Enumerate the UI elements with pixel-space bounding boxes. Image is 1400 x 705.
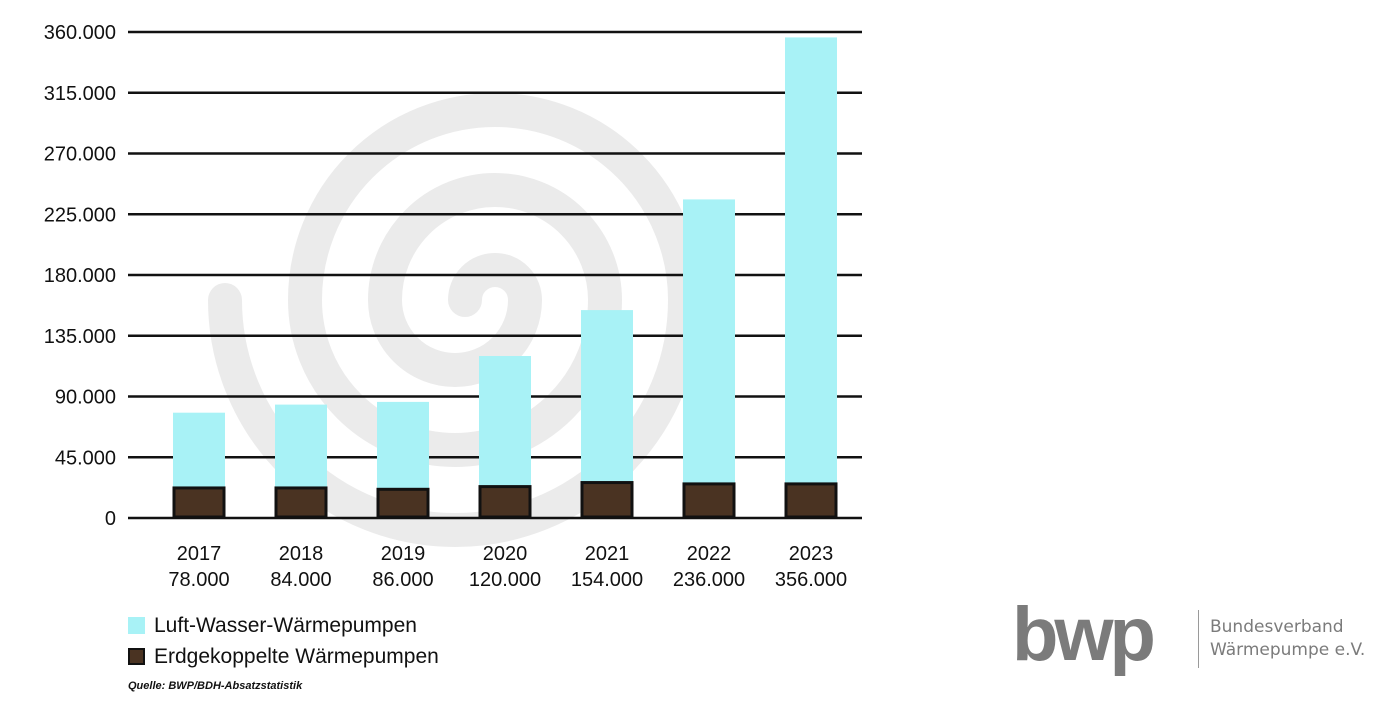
legend-item-ground: Erdgekoppelte Wärmepumpen xyxy=(128,641,439,672)
legend-swatch-air xyxy=(128,617,145,634)
grid-lines xyxy=(128,30,862,520)
bar-ground-2017 xyxy=(172,486,226,519)
x-tick-label-total: 154.000 xyxy=(571,569,643,591)
x-tick-label-year: 2019 xyxy=(381,543,426,565)
bar-ground-2019 xyxy=(376,487,430,519)
x-tick-label-year: 2017 xyxy=(177,543,222,565)
chart: 0 45.000 90.000 135.000 180.000 225.000 270.00… xyxy=(44,22,862,591)
x-tick-label-year: 2020 xyxy=(483,543,528,565)
logo-org-line2: Wärmepumpe e.V. xyxy=(1210,640,1366,660)
bar-air-2022 xyxy=(683,199,735,483)
legend-item-air: Luft-Wasser-Wärmepumpen xyxy=(128,610,439,641)
bar-ground-2021 xyxy=(580,481,634,519)
y-tick-label: 180.000 xyxy=(44,265,116,287)
x-tick-labels: 2017 78.000 2018 84.000 2019 86.000 2020 120.00… xyxy=(168,543,847,591)
legend: Luft-Wasser-Wärmepumpen Erdgekoppelte Wä… xyxy=(128,610,439,672)
legend-swatch-ground xyxy=(128,648,145,665)
x-tick-label-total: 84.000 xyxy=(270,569,331,591)
x-tick-label-year: 2018 xyxy=(279,543,324,565)
bar-air-2020 xyxy=(479,356,531,486)
bar-ground-2020 xyxy=(478,485,532,519)
bar-air-2021 xyxy=(581,310,633,482)
source-note: Quelle: BWP/BDH-Absatzstatistik xyxy=(128,680,303,692)
y-tick-labels: 0 45.000 90.000 135.000 180.000 225.000 270.00… xyxy=(44,22,116,530)
bar-ground-2023 xyxy=(784,482,838,519)
bar-ground-2018 xyxy=(274,486,328,519)
y-tick-label: 360.000 xyxy=(44,22,116,44)
bar-air-2019 xyxy=(377,401,429,489)
bar-ground-2022 xyxy=(682,482,736,519)
bar-air-2017 xyxy=(173,412,225,487)
x-tick-label-total: 236.000 xyxy=(673,569,745,591)
y-tick-label: 0 xyxy=(105,508,116,530)
x-tick-label-total: 78.000 xyxy=(168,569,229,591)
y-tick-label: 135.000 xyxy=(44,326,116,348)
legend-label-air: Luft-Wasser-Wärmepumpen xyxy=(154,613,417,637)
y-tick-label: 315.000 xyxy=(44,83,116,105)
y-tick-label: 225.000 xyxy=(44,204,116,226)
y-tick-label: 270.000 xyxy=(44,144,116,166)
x-tick-label-total: 86.000 xyxy=(372,569,433,591)
logo-org-line1: Bundesverband xyxy=(1210,617,1344,637)
x-tick-label-total: 120.000 xyxy=(469,569,541,591)
bwp-logo: bwp Bundesverband Wärmepumpe e.V. xyxy=(1012,600,1382,680)
bars xyxy=(172,37,838,519)
bar-air-2018 xyxy=(275,404,327,487)
x-tick-label-total: 356.000 xyxy=(775,569,847,591)
x-tick-label-year: 2022 xyxy=(687,543,732,565)
bar-air-2023 xyxy=(785,37,837,483)
logo-org-name: Bundesverband Wärmepumpe e.V. xyxy=(1210,616,1365,662)
bwp-logo-mark: bwp xyxy=(1012,604,1158,676)
y-tick-label: 90.000 xyxy=(55,387,116,409)
logo-divider xyxy=(1198,610,1199,668)
legend-label-ground: Erdgekoppelte Wärmepumpen xyxy=(154,644,439,668)
y-tick-label: 45.000 xyxy=(55,447,116,469)
x-tick-label-year: 2023 xyxy=(789,543,834,565)
logo-mark-text: bwp xyxy=(1012,604,1154,676)
x-tick-label-year: 2021 xyxy=(585,543,630,565)
